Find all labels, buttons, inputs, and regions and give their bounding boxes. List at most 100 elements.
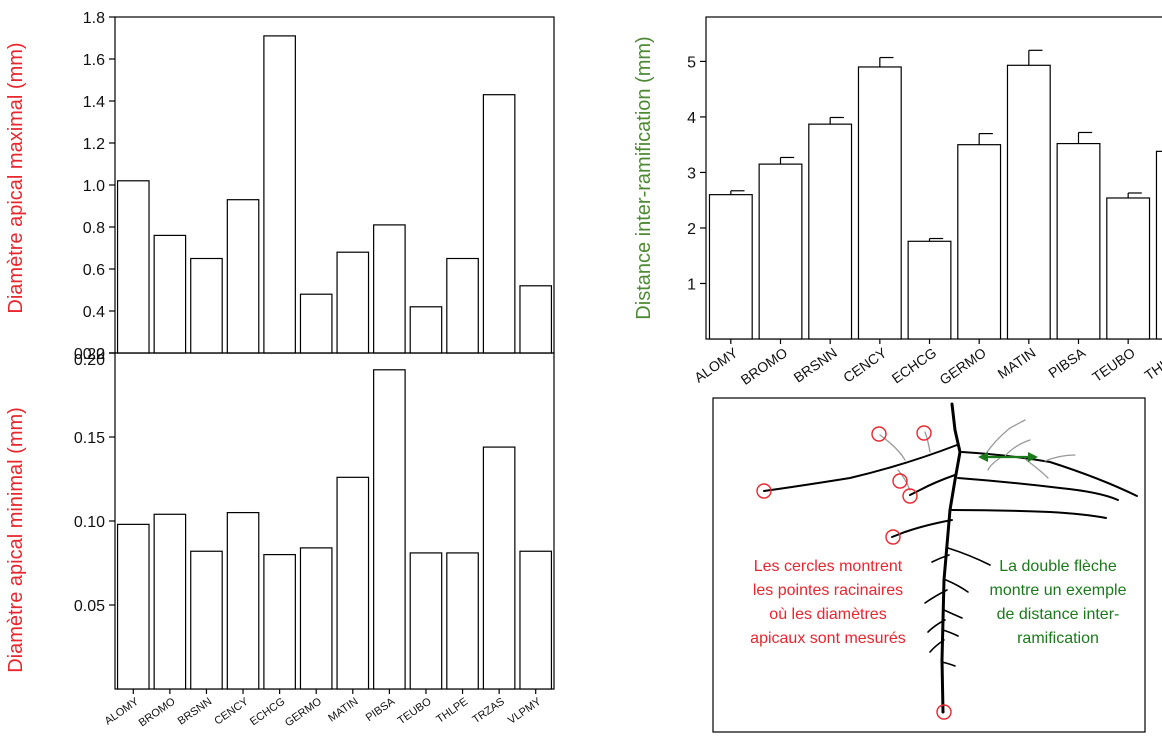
x-tick-label: GERMO xyxy=(936,344,989,388)
bar-echcg xyxy=(263,35,296,354)
x-tick-label: THLPE xyxy=(434,696,470,726)
chart-inter-branching-distance: Distance inter-ramification (mm) 1 2 3 4 5 A… xyxy=(633,16,1162,388)
bar-pibsa xyxy=(1056,142,1101,340)
x-tick-label: GERMO xyxy=(283,695,324,729)
x-tick-label: ALOMY xyxy=(103,695,142,727)
root-diagram: Les cercles montrent les pointes racinai… xyxy=(712,397,1146,733)
bar-matin xyxy=(1006,64,1051,340)
tip-circle xyxy=(936,704,952,720)
y-tick-label: 1 xyxy=(687,276,696,293)
y-tick-label: 0.20 xyxy=(74,346,105,363)
x-tick-label: MATIN xyxy=(326,696,360,725)
bar-germo xyxy=(957,144,1002,340)
bar-bromo xyxy=(758,163,803,340)
bar-cency xyxy=(857,66,902,340)
y-tick-label: 2 xyxy=(687,221,696,238)
bar-echcg xyxy=(263,553,296,690)
bar-pibsa xyxy=(373,224,406,354)
x-tick-label: ECHCG xyxy=(889,344,940,386)
x-tick-label: ALOMY xyxy=(691,344,741,386)
bar-matin xyxy=(336,251,370,354)
note-arrow-line: montre un exemple xyxy=(990,582,1127,599)
bar-thlpe xyxy=(446,552,479,690)
root-system-drawing xyxy=(763,402,1138,714)
x-tick-label: BRSNN xyxy=(791,344,840,385)
note-arrow: La double flèche montre un exemple de di… xyxy=(990,558,1127,647)
bar-bromo xyxy=(153,234,187,354)
diagram-frame xyxy=(712,397,1146,733)
tip-circle xyxy=(916,425,932,441)
y-tick-label: 5 xyxy=(687,54,696,71)
chart-min-apical-diameter: Diamètre apical minimal (mm) 0.05 0.10 0.1… xyxy=(5,346,555,729)
x-tick-label: TEUBO xyxy=(1089,344,1138,385)
bar-alomy xyxy=(708,194,753,340)
bar-cency xyxy=(226,511,260,690)
bar-thlpe xyxy=(446,257,479,354)
note-arrow-line: ramification xyxy=(1017,630,1099,647)
x-tick-label: BROMO xyxy=(738,344,791,388)
bar-pibsa xyxy=(373,369,406,690)
chart-max-apical-diameter: Diamètre apical maximal (mm) 0.200.2 0.4 0… xyxy=(5,10,555,369)
x-tick-label: TEUBO xyxy=(396,695,434,727)
y-tick-label: 4 xyxy=(687,110,696,127)
y-tick-label: 3 xyxy=(687,165,696,182)
x-tick-label: PIBSA xyxy=(1045,344,1089,381)
tip-circle xyxy=(756,483,772,499)
tip-circle xyxy=(892,473,908,489)
bars xyxy=(116,35,553,354)
bar-vlpmy xyxy=(519,550,553,690)
note-circles-line: où les diamètres xyxy=(769,606,886,623)
x-tick-label: TRZAS xyxy=(470,696,506,727)
bar-brsnn xyxy=(808,123,853,340)
y-tick-label: 1.8 xyxy=(83,10,105,27)
bar-matin xyxy=(336,476,370,690)
note-circles-line: apicaux sont mesurés xyxy=(750,630,906,647)
bars xyxy=(116,369,553,690)
bar-vlpmy xyxy=(519,285,553,354)
y-tick-label: 0.15 xyxy=(74,430,105,447)
y-tick-labels: 1 2 3 4 5 xyxy=(687,54,706,293)
y-tick-label: 0.8 xyxy=(83,220,105,237)
measured-root-tips xyxy=(756,425,952,720)
y-axis-label: Diamètre apical minimal (mm) xyxy=(5,407,27,673)
x-tick-label: MATIN xyxy=(995,344,1039,381)
y-tick-label: 1.4 xyxy=(83,94,105,111)
x-tick-label: THLPE xyxy=(1141,344,1162,383)
bar-echcg xyxy=(907,240,952,340)
x-tick-label: ECHCG xyxy=(248,696,287,729)
y-axis-label: Diamètre apical maximal (mm) xyxy=(5,42,27,313)
y-tick-label: 0.2 xyxy=(83,346,105,363)
bar-teubo xyxy=(1106,197,1151,340)
x-tick-label: CENCY xyxy=(212,695,251,727)
bar-alomy xyxy=(116,523,150,690)
note-circles: Les cercles montrent les pointes racinai… xyxy=(750,558,906,647)
tip-circle xyxy=(871,426,887,442)
tip-circle xyxy=(885,529,901,545)
note-arrow-line: de distance inter- xyxy=(997,606,1120,623)
x-tick-label: BROMO xyxy=(137,695,178,729)
bar-germo xyxy=(299,547,333,690)
bar-teubo xyxy=(409,306,443,354)
bar-bromo xyxy=(153,513,187,690)
note-arrow-line: La double flèche xyxy=(999,558,1117,575)
x-tick-label: BRSNN xyxy=(176,696,214,728)
bar-brsnn xyxy=(190,550,223,690)
y-tick-labels: 0.200.2 0.4 0.6 0.8 1.0 1.2 1.4 1.6 1.8 xyxy=(74,10,115,369)
y-tick-label: 0.4 xyxy=(83,304,105,321)
y-tick-label: 1.2 xyxy=(83,136,105,153)
bar-trzas xyxy=(482,446,516,690)
double-arrow xyxy=(978,452,1038,462)
note-circles-line: les pointes racinaires xyxy=(753,582,903,599)
bar-cency xyxy=(226,199,260,354)
x-tick-label: PIBSA xyxy=(364,695,398,724)
y-tick-label: 0.6 xyxy=(83,262,105,279)
y-tick-label: 1.6 xyxy=(83,52,105,69)
plot-frame xyxy=(705,16,1162,340)
tip-circle xyxy=(902,488,918,504)
bar-brsnn xyxy=(190,257,223,354)
note-circles-line: Les cercles montrent xyxy=(754,558,903,575)
y-tick-label: 0.05 xyxy=(74,598,105,615)
